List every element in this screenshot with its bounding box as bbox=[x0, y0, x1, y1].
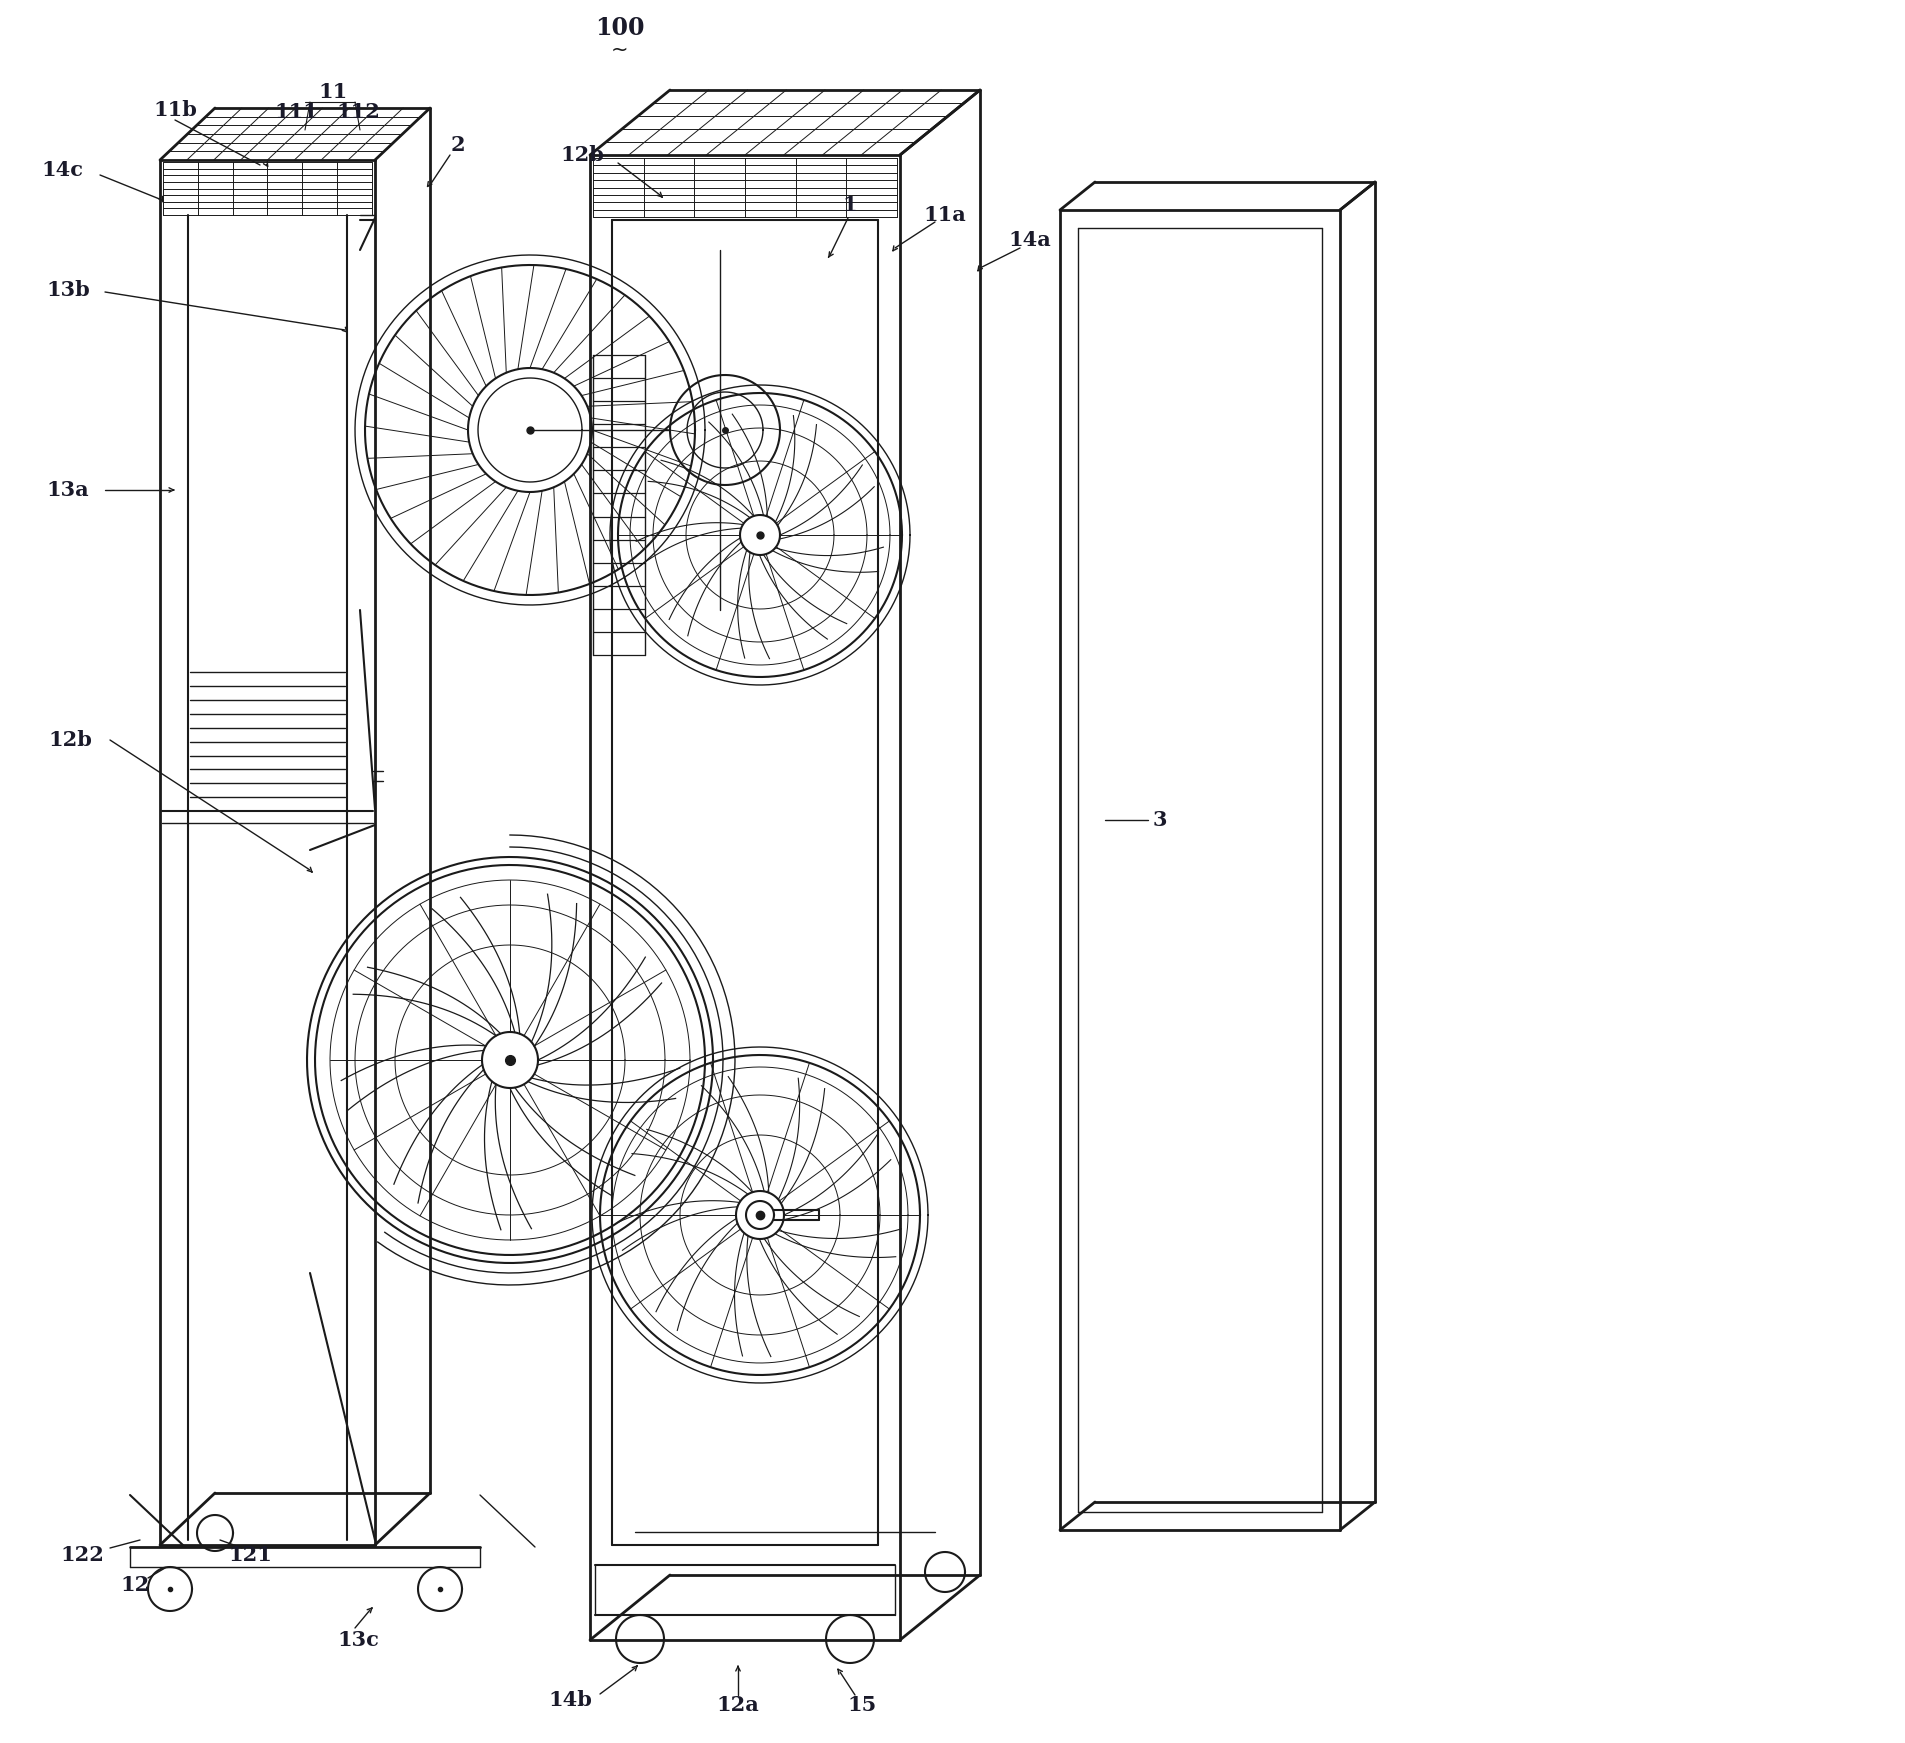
Text: 15: 15 bbox=[848, 1694, 876, 1715]
Text: 11: 11 bbox=[318, 82, 347, 103]
Text: 122: 122 bbox=[61, 1544, 105, 1565]
Text: 100: 100 bbox=[594, 16, 644, 40]
Text: 112: 112 bbox=[335, 103, 379, 122]
Text: 111: 111 bbox=[274, 103, 318, 122]
Text: 14b: 14b bbox=[549, 1691, 592, 1710]
Text: 14c: 14c bbox=[42, 160, 84, 180]
Text: 1: 1 bbox=[842, 195, 857, 214]
Text: 2: 2 bbox=[450, 134, 465, 155]
Text: 13a: 13a bbox=[46, 479, 90, 500]
Text: 14a: 14a bbox=[1008, 230, 1052, 249]
Text: 11b: 11b bbox=[152, 99, 196, 120]
Text: 11a: 11a bbox=[924, 206, 966, 225]
Text: ~: ~ bbox=[612, 40, 629, 59]
Text: 12b: 12b bbox=[560, 145, 604, 166]
Text: 12a: 12a bbox=[716, 1694, 758, 1715]
Text: 12: 12 bbox=[120, 1576, 150, 1595]
Text: 13c: 13c bbox=[337, 1630, 379, 1651]
Text: 12b: 12b bbox=[48, 730, 91, 749]
Text: 3: 3 bbox=[1153, 810, 1166, 830]
Text: 121: 121 bbox=[229, 1544, 272, 1565]
Text: 13b: 13b bbox=[46, 281, 90, 300]
